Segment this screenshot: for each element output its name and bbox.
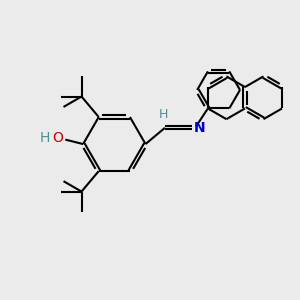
Text: O: O bbox=[52, 131, 63, 146]
Text: H: H bbox=[40, 131, 50, 146]
Text: N: N bbox=[194, 121, 206, 135]
Text: H: H bbox=[159, 108, 168, 121]
